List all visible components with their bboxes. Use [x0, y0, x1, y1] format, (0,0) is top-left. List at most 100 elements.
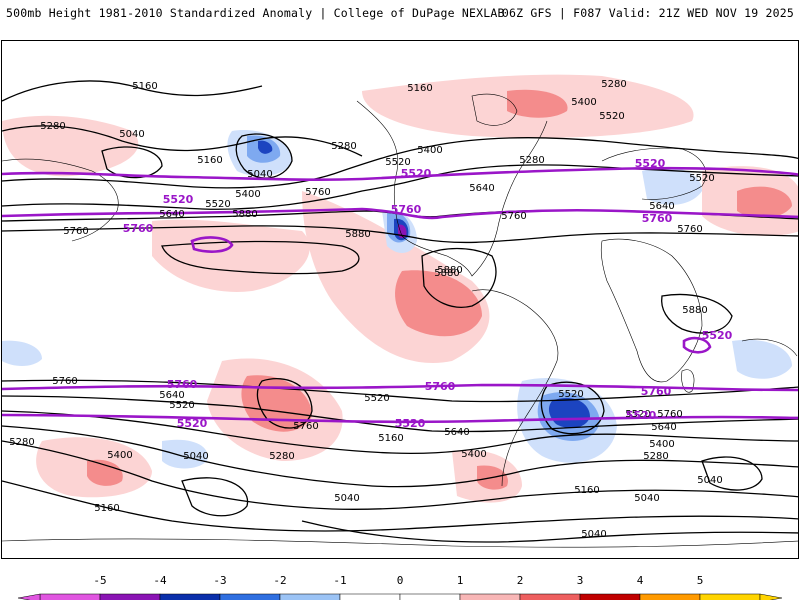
contour-5040: [235, 133, 293, 179]
height-line-label: 5520: [702, 329, 733, 342]
australia-coast: [741, 338, 798, 357]
colorbar-segment: [519, 593, 581, 600]
colorbar-segment: [639, 593, 701, 600]
contour-label: 5760: [52, 376, 77, 387]
contour-label: 5520: [169, 400, 194, 411]
strong-positive-anomaly: [87, 459, 123, 486]
contour-label: 5880: [682, 305, 707, 316]
colorbar-segment: [399, 593, 461, 600]
contour-label: 5160: [197, 155, 222, 166]
contour-label: 5520: [625, 409, 650, 420]
contour-label: 5640: [469, 183, 494, 194]
contour-label: 5760: [63, 226, 88, 237]
contour-label: 5880: [345, 229, 370, 240]
contour-label: 5040: [581, 529, 606, 540]
strong-positive-anomaly: [737, 186, 792, 218]
colorbar-segment: [579, 593, 641, 600]
contour-5880: [421, 247, 497, 308]
contour-label: 5520: [364, 393, 389, 404]
positive-anomaly-region: [152, 219, 310, 292]
colorbar-tick-label: 3: [576, 574, 584, 587]
contour-5280: [2, 440, 798, 510]
colorbar-tick-label: -2: [273, 574, 287, 587]
contour-label: 5640: [159, 390, 184, 401]
anomaly-map[interactable]: 5160 5280 5040 5280 5160 5040 5400 5520 …: [1, 40, 799, 559]
contour-5520: [540, 381, 605, 435]
contour-label: 5280: [40, 121, 65, 132]
contour-label: 5280: [519, 155, 544, 166]
africa-coast: [600, 238, 703, 383]
coastlines: [2, 93, 798, 548]
colorbar-tick-label: -3: [213, 574, 227, 587]
colorbar-segment: [159, 593, 221, 600]
contour-label: 5880: [232, 209, 257, 220]
strong-positive-anomaly: [395, 270, 482, 337]
colorbar-segments: [17, 593, 783, 600]
contour-label: 5880: [434, 268, 459, 279]
colorbar-tick-label: -4: [153, 574, 167, 587]
highlighted-height-lines: [2, 166, 798, 424]
height-line-label: 5760: [641, 385, 672, 398]
height-line-5520-south: [2, 413, 798, 424]
height-line-label: 5520: [635, 157, 666, 170]
contour-5880: [161, 240, 360, 275]
contour-label: 5160: [574, 485, 599, 496]
model-run-info: 06Z GFS | F087 Valid: 21Z WED NOV 19 202…: [501, 6, 794, 20]
colorbar-tick-label: 2: [516, 574, 524, 587]
header: 500mb Height 1981-2010 Standardized Anom…: [0, 0, 800, 22]
contour-label: 5760: [501, 211, 526, 222]
south-america-coast: [471, 289, 559, 487]
height-line-label: 5520: [177, 417, 208, 430]
contour-5160: [2, 80, 263, 102]
madagascar-coast: [681, 369, 695, 393]
contour-5400: [2, 425, 798, 488]
height-line-label: 5760: [425, 380, 456, 393]
contour-5160: [2, 480, 798, 532]
contour-label: 5640: [159, 209, 184, 220]
contour-label: 5520: [205, 199, 230, 210]
map-svg: 5160 5280 5040 5280 5160 5040 5400 5520 …: [2, 74, 798, 548]
negative-anomaly-region: [732, 339, 792, 379]
negative-anomaly-region: [642, 167, 702, 205]
antarctica-coast: [2, 538, 798, 548]
contour-label: 5640: [649, 201, 674, 212]
colorbar: [0, 568, 800, 600]
colorbar-segment: [219, 593, 281, 600]
contour-label: 5400: [649, 439, 674, 450]
height-line-label: 5760: [123, 222, 154, 235]
contour-label: 5520: [689, 173, 714, 184]
strong-positive-anomaly: [507, 89, 568, 118]
contour-label: 5160: [94, 503, 119, 514]
height-line-label: 5520: [401, 167, 432, 180]
colorbar-segment: [39, 593, 101, 600]
contour-label: 5400: [417, 145, 442, 156]
contour-label: 5520: [558, 389, 583, 400]
contour-5040: [701, 456, 763, 491]
contour-label: 5160: [132, 81, 157, 92]
contour-label: 5040: [334, 493, 359, 504]
contour-label: 5400: [461, 449, 486, 460]
colorbar-segment: [279, 593, 341, 600]
contour-5400: [2, 137, 798, 189]
height-line-label: 5760: [642, 212, 673, 225]
anomaly-shading: [2, 74, 798, 503]
contour-label: 5280: [269, 451, 294, 462]
negative-anomaly-region: [162, 439, 208, 469]
contour-label: 5040: [697, 475, 722, 486]
contour-5880: [661, 293, 733, 334]
colorbar-segment: [99, 593, 161, 600]
contour-label: 5040: [634, 493, 659, 504]
height-line-label: 5520: [626, 409, 657, 422]
height-line-5760-closed: [682, 336, 712, 354]
colorbar-tick-label: -5: [93, 574, 107, 587]
contour-5880: [256, 378, 313, 429]
colorbar-svg: [17, 593, 783, 600]
height-line-label: 5520: [395, 417, 426, 430]
contour-5640: [2, 395, 798, 433]
height-line-5760-north: [2, 207, 798, 220]
contour-label: 5760: [677, 224, 702, 235]
map-title: 500mb Height 1981-2010 Standardized Anom…: [6, 6, 505, 20]
greenland-coast: [471, 93, 518, 126]
contour-label: 5160: [407, 83, 432, 94]
colorbar-segment: [339, 593, 401, 600]
